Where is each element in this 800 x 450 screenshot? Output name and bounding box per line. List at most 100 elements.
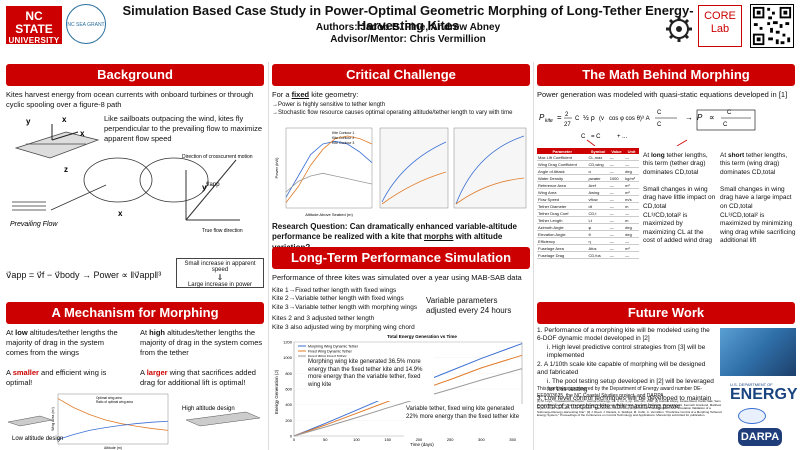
svg-text:→: → bbox=[685, 113, 693, 122]
table-row: Flow Speed vflow — m/s bbox=[537, 195, 639, 203]
table-cell: — bbox=[624, 160, 639, 168]
table-cell: Fuselage Drag bbox=[537, 251, 588, 259]
table-cell: Efficiency bbox=[537, 237, 588, 245]
svg-text:C: C bbox=[575, 116, 580, 122]
svg-text:x: x bbox=[62, 115, 67, 124]
y-tick-label: 200 bbox=[285, 418, 292, 423]
y-tick-label: 600 bbox=[285, 387, 292, 392]
power-note-box: Small increase in apparent speed ⇓ Large… bbox=[176, 258, 264, 288]
longterm-params: Variable parameters adjusted every 24 ho… bbox=[426, 296, 512, 316]
qr-code-icon[interactable] bbox=[750, 4, 794, 48]
th-parameter: Parameter bbox=[537, 148, 588, 154]
ncsu-logo-line2: UNIVERSITY bbox=[8, 36, 60, 46]
svg-text:y: y bbox=[202, 183, 207, 192]
math-short-result: CL³/CD,total² is maximized by minimizing… bbox=[720, 212, 796, 245]
wing-series-1 bbox=[57, 398, 169, 431]
mechanism-high-text: At high altitudes/tether lengths the maj… bbox=[140, 328, 263, 357]
legend-entry: Kite Contour 3 bbox=[332, 141, 354, 145]
power-series-2 bbox=[285, 135, 373, 203]
svg-text:x: x bbox=[118, 209, 123, 218]
future-item2: 2. A 1/10th scale kite capable of morphi… bbox=[537, 360, 706, 377]
core-lab-logo: CORE Lab bbox=[698, 5, 742, 47]
ncsu-logo: NC STATE UNIVERSITY bbox=[6, 6, 62, 46]
table-cell: vflow bbox=[587, 195, 609, 203]
references: [1] M. Loyd, "Crosswind Kite Power," Jou… bbox=[537, 399, 722, 418]
table-cell: — bbox=[608, 167, 625, 175]
table-cell: — bbox=[608, 244, 625, 252]
table-cell: Azimuth Angle bbox=[537, 223, 588, 231]
svg-text:x: x bbox=[80, 129, 85, 138]
table-cell: Elevation Angle bbox=[537, 230, 588, 238]
mechanism-larger-text: A larger wing that sacrifices added drag… bbox=[140, 368, 256, 387]
x-tick-label: 300 bbox=[478, 437, 485, 442]
table-cell: — bbox=[608, 195, 625, 203]
svg-text:C: C bbox=[657, 110, 662, 116]
table-cell: — bbox=[608, 202, 625, 210]
math-long-text: At long tether lengths, this term (tethe… bbox=[643, 152, 708, 176]
wing-series-2 bbox=[57, 420, 169, 440]
future-title: Future Work bbox=[537, 302, 795, 324]
table-cell: Afus bbox=[587, 244, 609, 252]
table-cell: m² bbox=[624, 188, 639, 196]
contour-plot-1 bbox=[379, 127, 449, 209]
table-cell: — bbox=[624, 251, 639, 259]
series-line-3 bbox=[293, 368, 523, 437]
svg-text:z: z bbox=[64, 165, 68, 174]
y-tick-label: 400 bbox=[285, 402, 292, 407]
power-series-3 bbox=[285, 172, 373, 193]
y-tick-label: 800 bbox=[285, 371, 292, 376]
darpa-logo: DARPA bbox=[738, 428, 782, 446]
mechanism-title: A Mechanism for Morphing bbox=[6, 302, 264, 324]
math-intro: Power generation was modeled with quasi-… bbox=[537, 90, 788, 99]
table-cell: — bbox=[608, 154, 625, 161]
x-tick-label: 350 bbox=[509, 437, 516, 442]
math-short-text: At short tether lengths, this term (wing… bbox=[720, 152, 788, 176]
power-series-1 bbox=[285, 140, 373, 198]
table-cell: — bbox=[624, 209, 639, 217]
energy-chart-title: Total Energy Generation vs Time bbox=[387, 334, 457, 339]
table-cell: m bbox=[624, 216, 639, 224]
svg-text:C: C bbox=[727, 110, 732, 116]
ncsea-logo bbox=[738, 408, 766, 424]
apparent-velocity-equation: v⃗app = v⃗f − v⃗body → Power ∝ ‖v⃗app‖³ bbox=[6, 270, 162, 280]
th-value: Value bbox=[608, 148, 625, 154]
column-separator bbox=[533, 62, 534, 450]
contour-plot-2 bbox=[453, 127, 527, 209]
table-cell: — bbox=[608, 181, 625, 189]
table-row: Azimuth Angle φ — deg bbox=[537, 223, 639, 231]
svg-text:=: = bbox=[557, 113, 562, 122]
svg-text:C: C bbox=[657, 122, 662, 128]
longterm-title: Long-Term Performance Simulation bbox=[272, 247, 530, 269]
table-cell: deg bbox=[624, 223, 639, 231]
table-row: Wing Area Awing — m² bbox=[537, 188, 639, 196]
x-tick-label: 250 bbox=[447, 437, 454, 442]
table-cell: Awing bbox=[587, 188, 609, 196]
kite-geometry-diagram: y x x z x y Prevailing Flow Direction of… bbox=[10, 115, 253, 234]
svg-text:P: P bbox=[539, 113, 545, 122]
math-long-effect: Small changes in wing drag have little i… bbox=[643, 186, 716, 210]
background-title: Background bbox=[6, 64, 264, 86]
wing-chart-xlabel: Altitude (m) bbox=[104, 446, 122, 450]
table-cell: Water Density bbox=[537, 174, 588, 182]
legend-entry: Kite Contour 1 bbox=[332, 131, 354, 135]
power-chart-ylabel: Power (kW) bbox=[274, 157, 279, 179]
sea-grant-label: NC SEA GRANT bbox=[67, 22, 105, 28]
y-tick-label: 0 bbox=[290, 434, 293, 439]
table-cell: m² bbox=[624, 181, 639, 189]
svg-text:P: P bbox=[697, 113, 703, 122]
table-cell: kg/m³ bbox=[624, 174, 639, 182]
table-row: Fuselage Drag CD,fus — — bbox=[537, 251, 639, 259]
table-row: Max Lift Coefficient CL,max — — bbox=[537, 154, 639, 161]
energy-chart-ylabel: Energy Generation (J) bbox=[274, 369, 279, 414]
energy-logo: ENERGY bbox=[730, 386, 798, 403]
poster-title: Simulation Based Case Study in Power-Opt… bbox=[122, 3, 694, 33]
core-lab-line1: CORE bbox=[704, 10, 736, 22]
table-cell: Angle of Attack bbox=[537, 167, 588, 175]
result2-text: Variable tether, fixed wing kite generat… bbox=[406, 406, 520, 420]
svg-text:y: y bbox=[26, 117, 31, 126]
table-cell: Tether Length bbox=[537, 216, 588, 224]
table-cell: — bbox=[608, 209, 625, 217]
challenge-intro: For a fixed kite geometry: bbox=[272, 90, 359, 99]
note-large-increase: Large increase in power bbox=[187, 282, 253, 288]
